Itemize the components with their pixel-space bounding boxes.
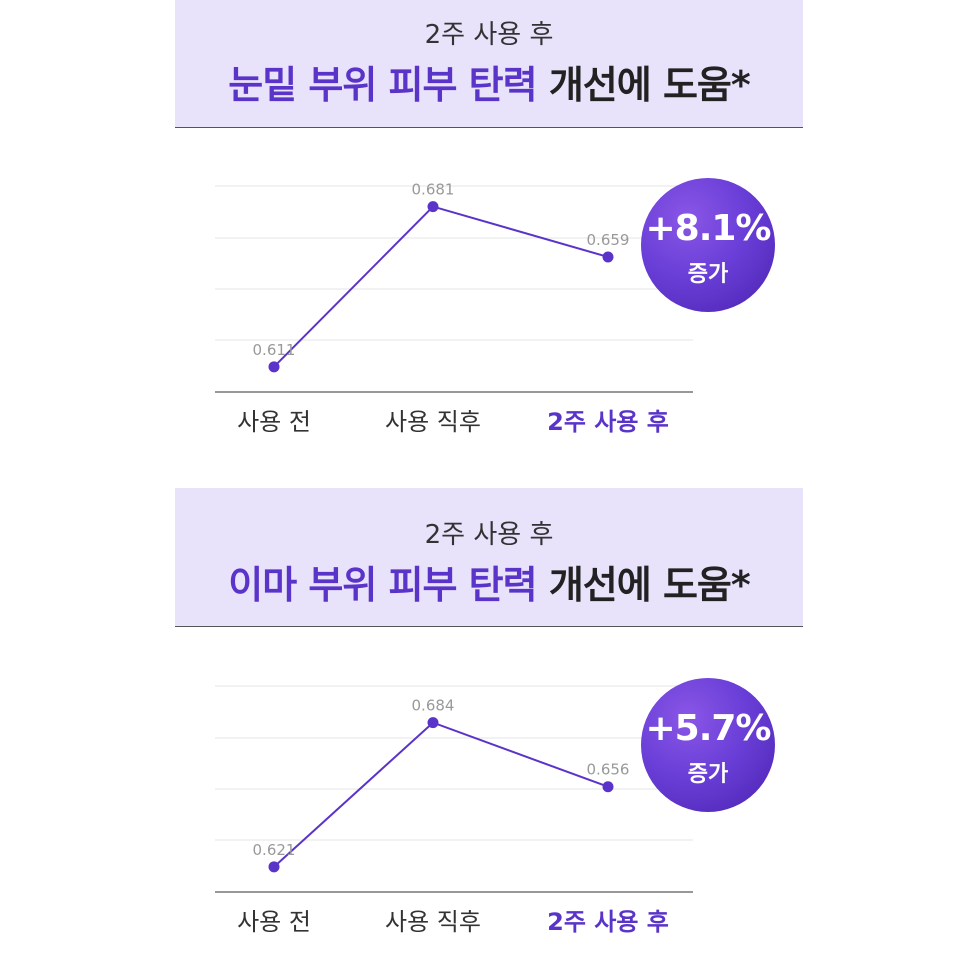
category-label: 사용 직후 xyxy=(385,908,481,936)
increase-badge: +8.1% 증가 xyxy=(641,178,775,312)
increase-badge: +5.7% 증가 xyxy=(641,678,775,812)
category-label: 사용 전 xyxy=(237,408,311,436)
data-label: 0.659 xyxy=(587,231,630,249)
panel-header: 2주 사용 후 이마 부위 피부 탄력 개선에 도움* xyxy=(175,488,803,626)
panel-title-rest: 개선에 도움* xyxy=(536,563,751,607)
panel-subtitle: 2주 사용 후 xyxy=(424,520,554,550)
badge-percent: +5.7% xyxy=(645,708,771,749)
data-point xyxy=(602,781,614,793)
header-divider xyxy=(175,626,803,627)
panel-title-highlight: 이마 부위 피부 탄력 xyxy=(228,563,537,607)
category-label-highlight: 2주 사용 후 xyxy=(547,908,669,936)
data-label: 0.621 xyxy=(253,841,296,859)
badge-percent: +8.1% xyxy=(645,208,771,249)
chart-panel-under-eye: 2주 사용 후 눈밑 부위 피부 탄력 개선에 도움* 0.611 0.681 0.… xyxy=(175,0,803,470)
data-point xyxy=(602,251,614,263)
panel-header: 2주 사용 후 눈밑 부위 피부 탄력 개선에 도움* xyxy=(175,0,803,128)
panel-title: 이마 부위 피부 탄력 개선에 도움* xyxy=(175,554,803,609)
panel-title-highlight: 눈밑 부위 피부 탄력 xyxy=(228,63,537,107)
data-label: 0.611 xyxy=(253,341,296,359)
panel-subtitle: 2주 사용 후 xyxy=(424,20,554,50)
header-divider xyxy=(175,127,803,128)
data-point xyxy=(427,201,439,213)
data-label: 0.681 xyxy=(412,181,455,199)
data-point xyxy=(268,361,280,373)
chart-panel-forehead: 2주 사용 후 이마 부위 피부 탄력 개선에 도움* 0.621 0.684 0.… xyxy=(175,488,803,958)
line-chart-under-eye: 0.611 0.681 0.659 xyxy=(215,181,693,393)
category-label: 사용 직후 xyxy=(385,408,481,436)
panel-title: 눈밑 부위 피부 탄력 개선에 도움* xyxy=(175,54,803,109)
data-label: 0.656 xyxy=(587,761,630,779)
category-label-highlight: 2주 사용 후 xyxy=(547,408,669,436)
line-chart-forehead: 0.621 0.684 0.656 xyxy=(215,685,693,893)
data-point xyxy=(268,861,280,873)
series-line xyxy=(273,721,609,868)
category-label: 사용 전 xyxy=(237,908,311,936)
panel-title-rest: 개선에 도움* xyxy=(536,63,751,107)
data-point xyxy=(427,717,439,729)
badge-label: 증가 xyxy=(687,762,729,787)
data-label: 0.684 xyxy=(412,697,455,715)
series-line xyxy=(273,205,609,368)
badge-label: 증가 xyxy=(687,262,729,287)
